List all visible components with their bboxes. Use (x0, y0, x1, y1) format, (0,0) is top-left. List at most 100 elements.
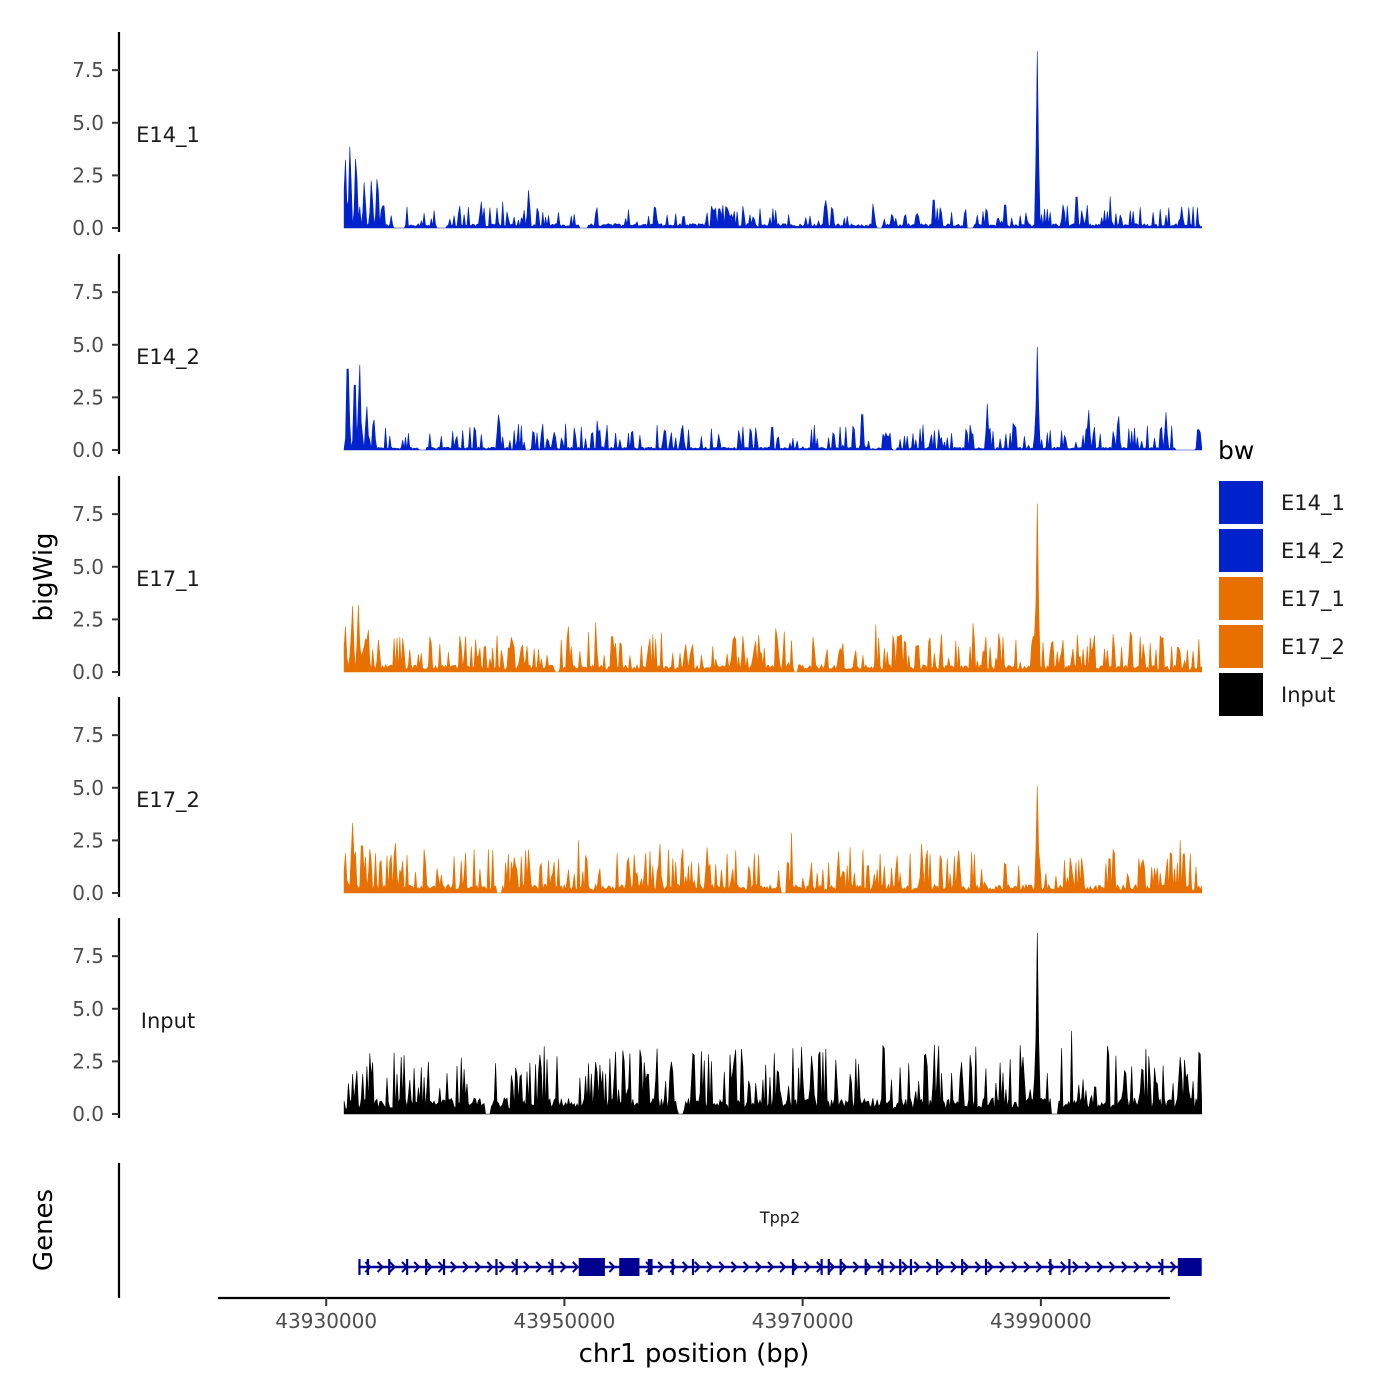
strand-arrow (730, 1261, 738, 1273)
strand-arrow (1060, 1261, 1068, 1273)
gene-model (358, 1258, 1202, 1276)
y-tick-label: 5.0 (72, 333, 104, 357)
gene-exon (961, 1259, 964, 1275)
strand-arrow (1169, 1261, 1177, 1273)
strand-arrow (572, 1261, 580, 1273)
strand-arrow (852, 1261, 860, 1273)
gene-exon (984, 1259, 988, 1275)
y-tick-label: 5.0 (72, 555, 104, 579)
signal-area-E17_1 (343, 503, 1202, 673)
y-tick-label: 5.0 (72, 776, 104, 800)
signal-area-Input (343, 932, 1202, 1115)
signal-area-E17_2 (343, 785, 1202, 894)
strand-arrow (1084, 1261, 1092, 1273)
gene-exon (881, 1259, 884, 1275)
y-tick-label: 7.5 (72, 944, 104, 968)
strand-arrow (413, 1261, 421, 1273)
gene-exon (515, 1259, 518, 1275)
y-tick-label: 7.5 (72, 58, 104, 82)
legend-label: E17_1 (1281, 587, 1345, 612)
legend-label: E14_1 (1281, 491, 1345, 516)
y-tick-label: 5.0 (72, 111, 104, 135)
gene-exon (820, 1259, 823, 1275)
gene-exon (671, 1259, 674, 1275)
y-tick-label: 7.5 (72, 502, 104, 526)
legend-label: E17_2 (1281, 635, 1345, 660)
legend-swatch (1219, 577, 1263, 620)
x-tick-label: 43990000 (990, 1309, 1092, 1333)
gene-exon (551, 1259, 554, 1275)
gene-exon (425, 1259, 428, 1275)
y-tick-label: 0.0 (72, 660, 104, 684)
track-E14_1: 0.0 2.5 5.0 7.5 E14_1 (72, 32, 1202, 240)
strand-arrow (1096, 1261, 1104, 1273)
x-axis-ticks: 43930000 43950000 43970000 43990000 (275, 1298, 1092, 1333)
strand-arrow (1035, 1261, 1043, 1273)
strand-arrow (718, 1261, 726, 1273)
y-tick-label: 2.5 (72, 1049, 104, 1073)
gene-exon (864, 1259, 867, 1275)
track-label: E17_1 (136, 567, 200, 592)
y-tick-label: 2.5 (72, 385, 104, 409)
y-tick-label: 7.5 (72, 280, 104, 304)
strand-arrow (974, 1261, 982, 1273)
track-E17_1: 0.0 2.5 5.0 7.5 E17_1 (72, 476, 1202, 684)
legend-title: bw (1218, 436, 1254, 465)
gene-exon (791, 1259, 795, 1275)
strand-arrow (1011, 1261, 1019, 1273)
x-tick-label: 43970000 (752, 1309, 854, 1333)
gene-exon (691, 1259, 695, 1275)
strand-arrow (1145, 1261, 1153, 1273)
strand-arrow (779, 1261, 787, 1273)
strand-arrow (1133, 1261, 1141, 1273)
track-label: Input (141, 1009, 195, 1033)
y-tick-label: 7.5 (72, 723, 104, 747)
x-axis: 43930000 43950000 43970000 43990000 chr1 po… (218, 1296, 1170, 1369)
y-tick-label: 2.5 (72, 828, 104, 852)
y-tick-label: 0.0 (72, 1102, 104, 1126)
strand-arrow (425, 1261, 433, 1273)
track-label: E14_1 (136, 123, 200, 148)
signal-area-E14_2 (343, 346, 1202, 451)
strand-arrow (681, 1261, 689, 1273)
strand-arrow (1108, 1261, 1116, 1273)
strand-arrow (523, 1261, 531, 1273)
gene-exon (388, 1259, 391, 1275)
track-E17_2: 0.0 2.5 5.0 7.5 E17_2 (72, 697, 1202, 905)
gene-exon (358, 1259, 361, 1275)
legend-label: Input (1281, 683, 1335, 707)
gene-exon (909, 1259, 913, 1275)
gene-exon (366, 1259, 370, 1275)
gene-name-label: Tpp2 (759, 1208, 800, 1227)
gene-exon (647, 1259, 653, 1275)
legend-swatch (1219, 481, 1263, 524)
legend-swatch (1219, 625, 1263, 668)
y-tick-label: 0.0 (72, 881, 104, 905)
strand-arrow (694, 1261, 702, 1273)
strand-arrow (706, 1261, 714, 1273)
strand-arrow (950, 1261, 958, 1273)
gene-exon (578, 1258, 605, 1276)
strand-arrow (1121, 1261, 1129, 1273)
strand-arrow (535, 1261, 543, 1273)
strand-arrow (474, 1261, 482, 1273)
strand-arrow (925, 1261, 933, 1273)
strand-arrow (1072, 1261, 1080, 1273)
gene-exon (619, 1258, 640, 1276)
track-Input: 0.0 2.5 5.0 7.5 Input (72, 918, 1202, 1126)
gene-exon (1068, 1259, 1071, 1275)
legend-swatch (1219, 673, 1263, 716)
track-E14_2: 0.0 2.5 5.0 7.5 E14_2 (72, 254, 1202, 462)
strand-arrow (1023, 1261, 1031, 1273)
strand-arrow (376, 1261, 384, 1273)
gene-exon (1049, 1259, 1052, 1275)
gene-exon (936, 1259, 939, 1275)
strand-arrow (742, 1261, 750, 1273)
strand-arrow (986, 1261, 994, 1273)
y-tick-label: 2.5 (72, 607, 104, 631)
strand-arrow (767, 1261, 775, 1273)
gene-exon (839, 1259, 842, 1275)
gene-exon (495, 1259, 498, 1275)
strand-arrow (755, 1261, 763, 1273)
